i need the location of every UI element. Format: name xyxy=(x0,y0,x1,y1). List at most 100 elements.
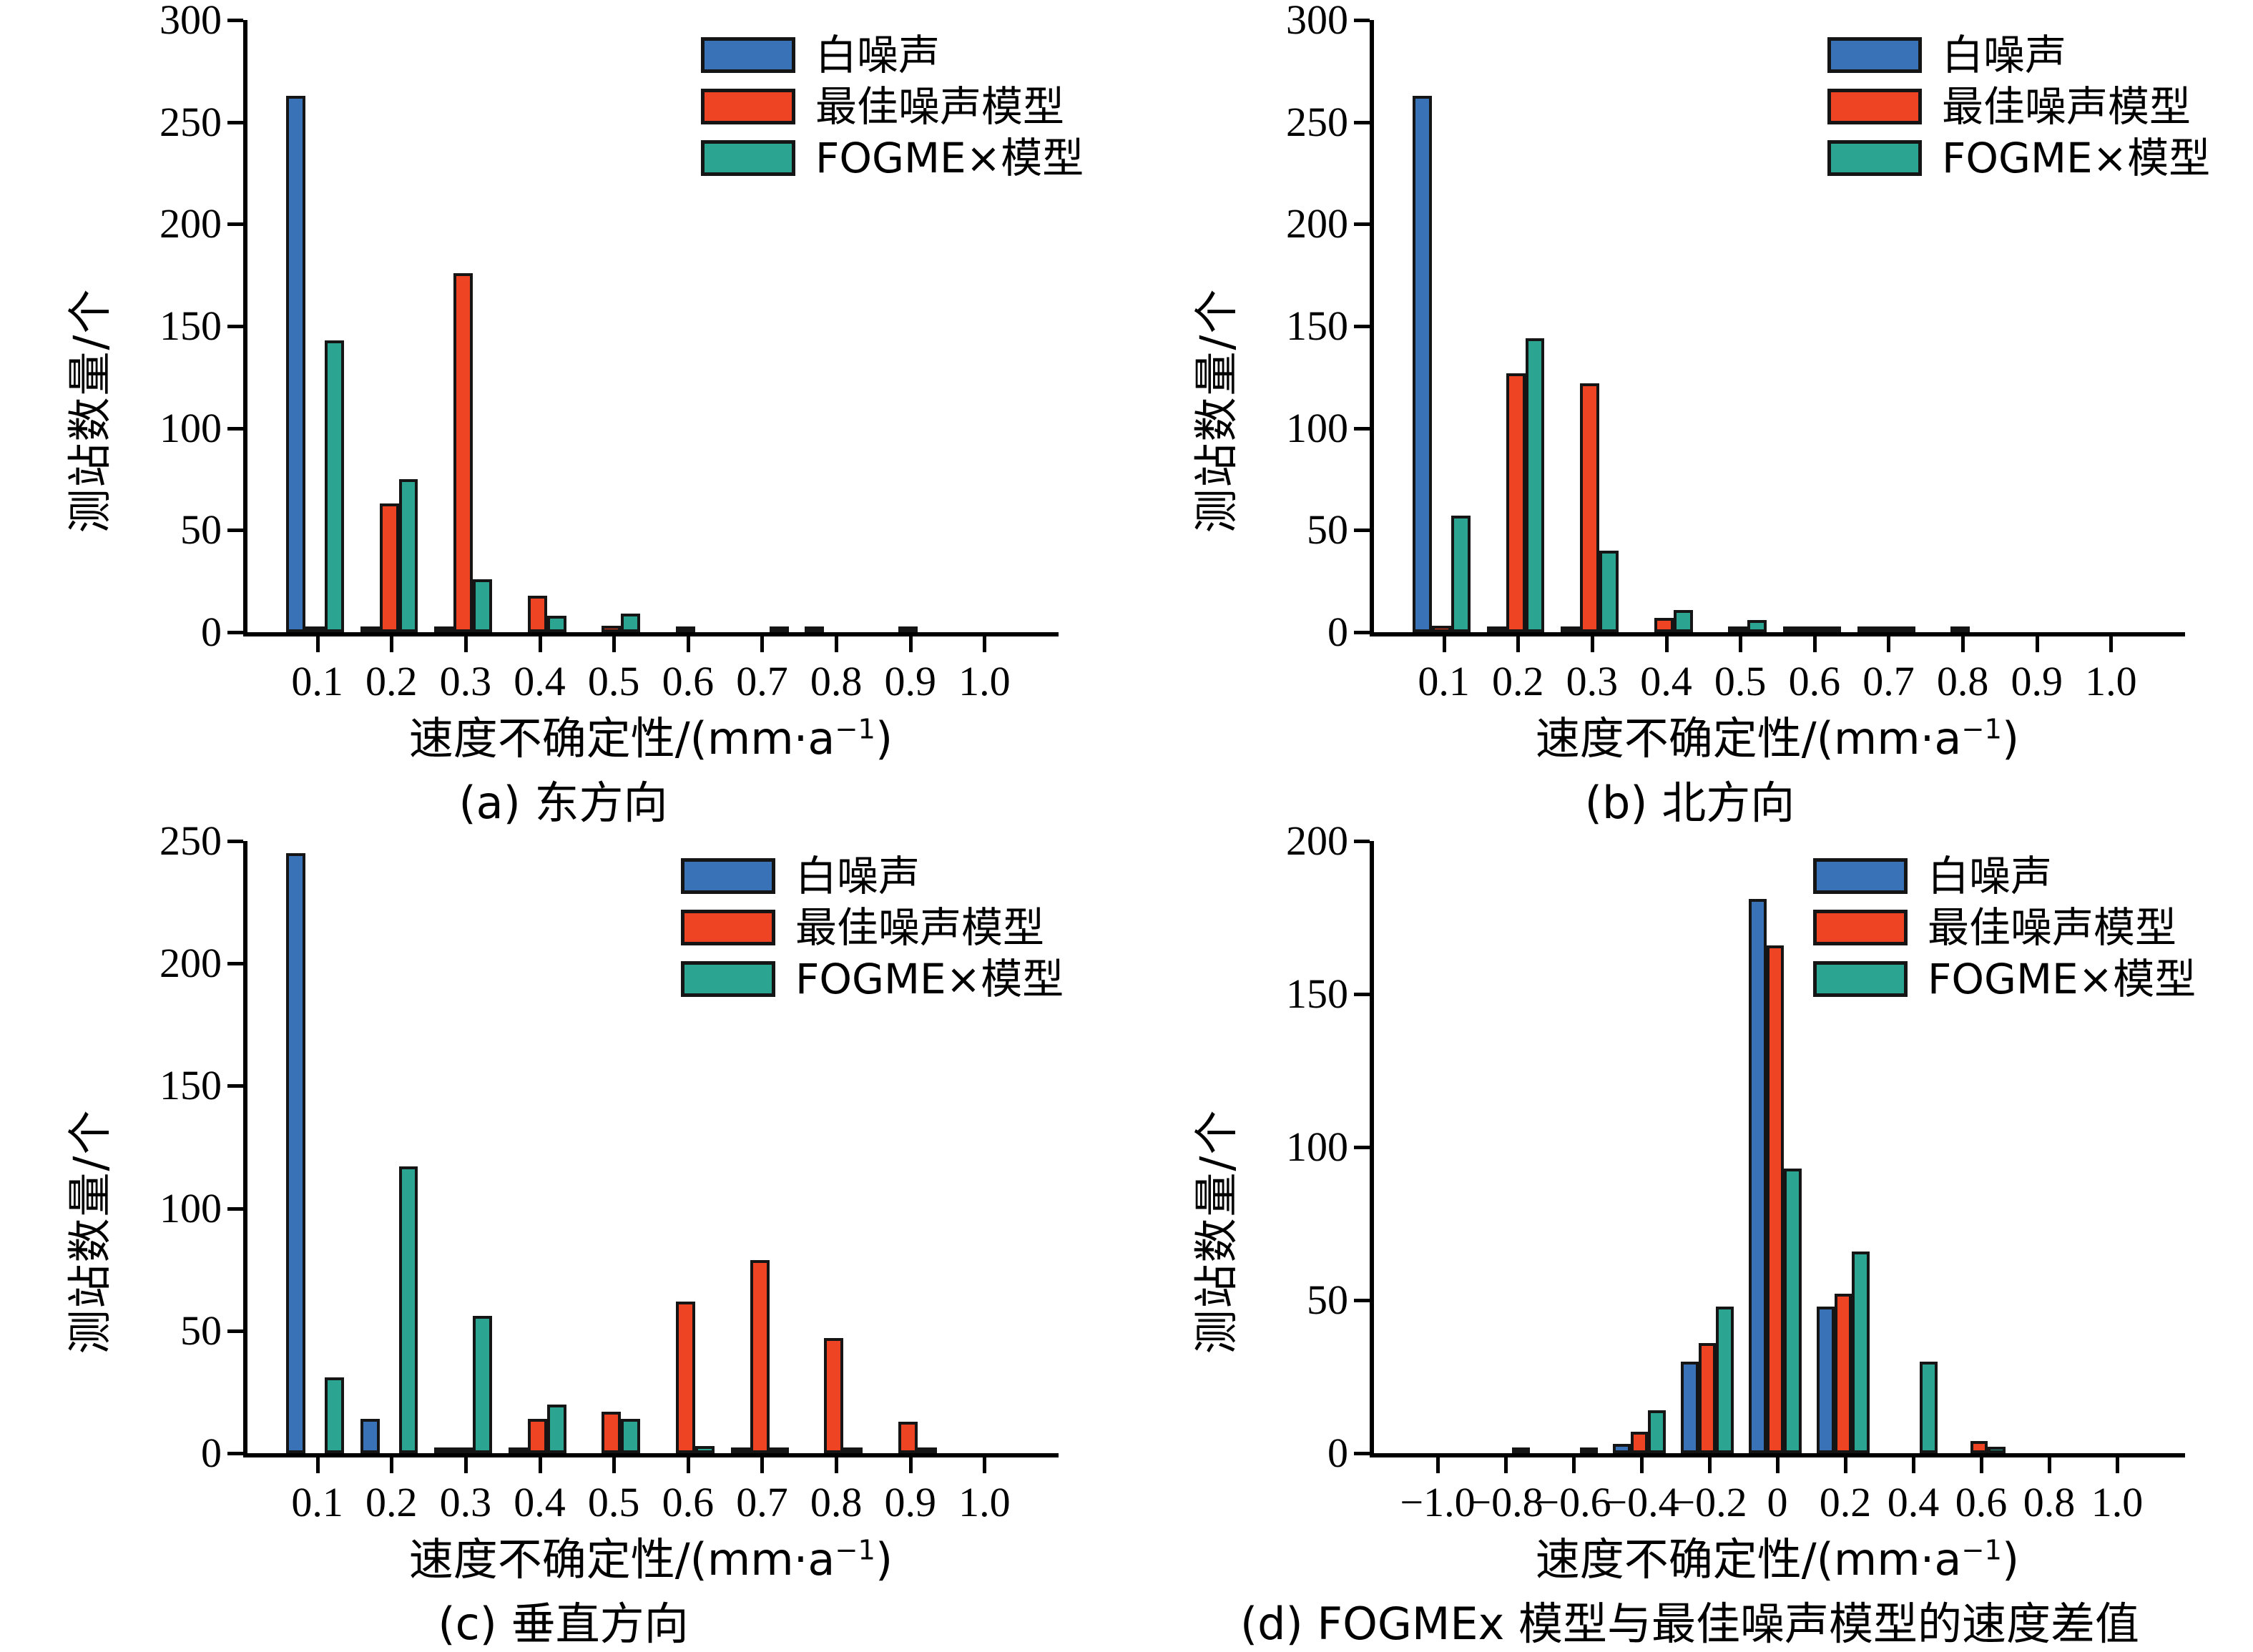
bar-b-s1-3 xyxy=(1654,618,1674,632)
y-axis-line-b xyxy=(1370,20,1374,636)
bar-b-s2-5 xyxy=(1822,626,1841,632)
x-axis-label-a: 速度不确定性/(mm·a−1) xyxy=(408,712,893,764)
y-tick-mark xyxy=(1354,426,1370,431)
y-tick-label: 100 xyxy=(1286,1124,1348,1170)
bar-b-s2-3 xyxy=(1673,609,1693,632)
bar-b-s1-6 xyxy=(1876,626,1896,632)
x-tick-label: 0.1 xyxy=(1418,658,1470,704)
legend-swatch-best-noise-model xyxy=(1827,89,1922,124)
y-tick-label: 250 xyxy=(159,98,222,145)
bars-d xyxy=(1370,841,2185,1453)
y-tick-label: 50 xyxy=(1307,1277,1348,1323)
bar-c-s2-1 xyxy=(398,1166,418,1453)
bar-a-s0-0 xyxy=(285,95,305,632)
bar-d-s0-6 xyxy=(1816,1306,1835,1453)
y-tick-mark xyxy=(227,19,243,22)
bar-a-s2-0 xyxy=(324,340,344,632)
bar-d-s2-7 xyxy=(1920,1361,1938,1453)
bar-d-s2-5 xyxy=(1784,1168,1802,1453)
y-tick-label: 100 xyxy=(1286,404,1348,451)
legend-swatch-fogmex-model xyxy=(1827,140,1922,176)
y-tick-mark xyxy=(227,1452,243,1455)
bar-b-s1-1 xyxy=(1506,373,1526,632)
y-tick-mark xyxy=(227,1329,243,1333)
legend-swatch-best-noise-model xyxy=(681,910,775,945)
x-axis-line-b xyxy=(1370,632,2185,636)
x-tick-label: 0.2 xyxy=(365,1479,418,1525)
y-tick-mark xyxy=(227,962,243,966)
bar-b-s0-1 xyxy=(1486,626,1506,632)
bar-a-s1-4 xyxy=(602,626,622,632)
y-tick-label: 150 xyxy=(159,303,222,349)
y-tick-mark xyxy=(1354,1452,1370,1455)
x-tick-mark xyxy=(315,1457,320,1473)
x-tick-mark xyxy=(1640,1457,1644,1473)
bar-b-s0-6 xyxy=(1857,626,1877,632)
x-tick-mark xyxy=(1442,636,1446,652)
y-tick-label: 150 xyxy=(1286,303,1348,349)
y-tick-label: 100 xyxy=(159,1184,222,1231)
x-tick-label: 0.8 xyxy=(810,658,863,704)
x-tick-label: 0.2 xyxy=(1819,1479,1872,1525)
x-axis-line-a xyxy=(243,632,1059,636)
x-tick-label: 0.8 xyxy=(1936,658,1989,704)
bar-c-s1-6 xyxy=(750,1259,770,1453)
bar-c-s2-8 xyxy=(917,1447,937,1453)
x-tick-label: 0.5 xyxy=(587,658,640,704)
bars-a xyxy=(243,20,1059,632)
y-tick-label: 200 xyxy=(159,940,222,987)
y-tick-label: 150 xyxy=(159,1062,222,1109)
bar-a-s1-2 xyxy=(453,272,473,632)
y-tick-label: 250 xyxy=(159,817,222,864)
x-tick-mark xyxy=(1708,1457,1712,1473)
legend-item-best-noise-model: 最佳噪声模型 xyxy=(1827,86,2210,127)
x-tick-label: 1.0 xyxy=(2091,1479,2144,1525)
bar-d-s1-3 xyxy=(1630,1432,1649,1453)
x-tick-label: 0.6 xyxy=(662,1479,715,1525)
bar-c-s0-1 xyxy=(360,1419,380,1453)
y-tick-mark xyxy=(1354,1146,1370,1149)
bar-a-s0-2 xyxy=(434,626,454,632)
x-tick-mark xyxy=(1912,1457,1915,1473)
x-tick-label: 0.5 xyxy=(1714,658,1767,704)
x-tick-mark xyxy=(1980,1457,1983,1473)
legend-swatch-fogmex-model xyxy=(701,140,795,176)
y-tick-label: 200 xyxy=(159,200,222,247)
plot-area-b: 0 50 100 150 200 250 300 0.1 0.2 0.3 0.4 0.5 0.6 0.7… xyxy=(1286,0,2210,702)
legend-swatch-white-noise xyxy=(1813,858,1908,894)
x-tick-mark xyxy=(1812,636,1817,652)
legend-label-white-noise: 白噪声 xyxy=(1928,852,2053,900)
x-tick-label: 0.8 xyxy=(2023,1479,2076,1525)
bar-b-s1-7 xyxy=(1950,626,1970,632)
bar-c-s0-6 xyxy=(730,1447,750,1453)
y-tick-label: 0 xyxy=(201,609,222,655)
legend-item-white-noise: 白噪声 xyxy=(1827,34,2210,76)
bar-a-s0-7 xyxy=(805,626,825,632)
bar-c-s1-4 xyxy=(602,1411,622,1453)
x-tick-label: 0.9 xyxy=(884,1479,936,1525)
legend-item-fogmex-model: FOGME×模型 xyxy=(1827,137,2210,179)
x-tick-label: 0.8 xyxy=(810,1479,863,1525)
x-tick-mark xyxy=(1664,636,1669,652)
x-tick-mark xyxy=(1776,1457,1780,1473)
legend-label-fogmex-model: FOGME×模型 xyxy=(815,134,1084,182)
x-tick-mark xyxy=(2035,636,2039,652)
x-tick-mark xyxy=(463,636,468,652)
plot-area-a: 0 50 100 150 200 250 300 0.1 0.2 0.3 0.4 0.5 0.6 0.7… xyxy=(159,0,1084,702)
bars-c xyxy=(243,841,1059,1453)
bar-d-s1-6 xyxy=(1834,1294,1852,1453)
axes-c: 0 50 100 150 200 250 0.1 0.2 0.3 0.4 0.5 0.6 0.7 0.8… xyxy=(159,820,1059,1523)
panel-caption-a: (a) 东方向 xyxy=(458,777,668,829)
x-tick-label: 1.0 xyxy=(958,1479,1011,1525)
bar-a-s2-1 xyxy=(398,479,418,632)
x-tick-mark xyxy=(1436,1457,1440,1473)
x-tick-mark xyxy=(686,1457,690,1473)
legend-item-fogmex-model: FOGME×模型 xyxy=(701,137,1084,179)
bar-b-s2-2 xyxy=(1599,550,1619,632)
x-tick-mark xyxy=(686,636,690,652)
bar-c-s2-5 xyxy=(695,1445,715,1453)
x-tick-mark xyxy=(983,1457,987,1473)
bar-c-s1-2 xyxy=(453,1447,473,1453)
bar-c-s2-7 xyxy=(843,1447,863,1453)
x-axis-label-b: 速度不确定性/(mm·a−1) xyxy=(1535,712,2020,764)
